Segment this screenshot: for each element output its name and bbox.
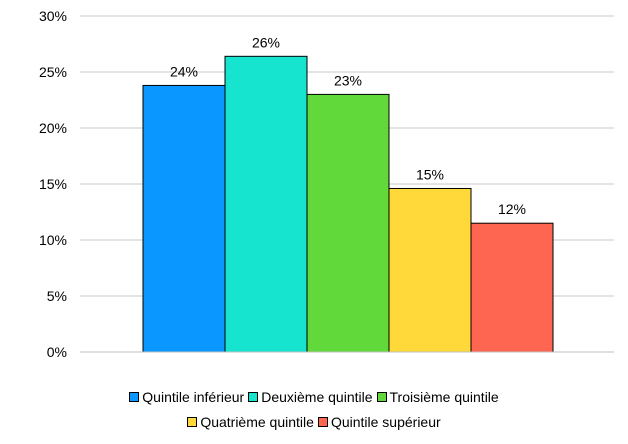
legend-label: Deuxième quintile (261, 389, 373, 405)
legend-swatch (376, 392, 387, 402)
bar-chart: 0% 5% 10% 15% 20% 25% 30% 24% 26% 23% 15% 12% (39, 8, 614, 360)
legend-item-quatrieme-quintile: Quatrième quintile (187, 414, 314, 430)
bar (224, 55, 308, 353)
bar (306, 93, 390, 353)
bar-data-label: 24% (170, 63, 198, 79)
bar-data-label: 23% (334, 72, 362, 88)
legend-row-2: Quatrième quintile Quintile supérieur (0, 414, 628, 430)
legend-item-quintile-inferieur: Quintile inférieur (129, 389, 244, 405)
y-tick-label: 5% (47, 288, 67, 304)
legend-swatch (187, 417, 198, 427)
bar (142, 84, 226, 353)
bar (470, 222, 554, 353)
bar-data-label: 26% (252, 34, 280, 50)
legend-label: Quatrième quintile (200, 414, 314, 430)
legend-row-1: Quintile inférieur Deuxième quintile Tro… (0, 389, 628, 405)
y-tick-label: 20% (39, 120, 67, 136)
y-tick-label: 25% (39, 64, 67, 80)
legend-label: Quintile inférieur (142, 389, 245, 405)
bar (388, 187, 472, 353)
legend-swatch (129, 392, 140, 402)
y-tick-label: 15% (39, 176, 67, 192)
legend-item-quintile-superieur: Quintile supérieur (317, 414, 441, 430)
y-tick-label: 10% (39, 232, 67, 248)
bar-data-label: 15% (416, 166, 444, 182)
y-tick-label: 30% (39, 8, 67, 24)
legend-label: Quintile supérieur (330, 414, 441, 430)
data-labels: 24% 26% 23% 15% 12% (170, 34, 526, 217)
legend-swatch (248, 392, 259, 402)
legend-item-deuxieme-quintile: Deuxième quintile (248, 389, 373, 405)
y-tick-label: 0% (47, 344, 67, 360)
bars (142, 55, 554, 353)
legend-item-troisieme-quintile: Troisième quintile (376, 389, 499, 405)
legend-swatch (317, 417, 328, 427)
y-axis-ticks: 0% 5% 10% 15% 20% 25% 30% (39, 8, 67, 360)
bar-data-label: 12% (498, 201, 526, 217)
legend-label: Troisième quintile (389, 389, 499, 405)
